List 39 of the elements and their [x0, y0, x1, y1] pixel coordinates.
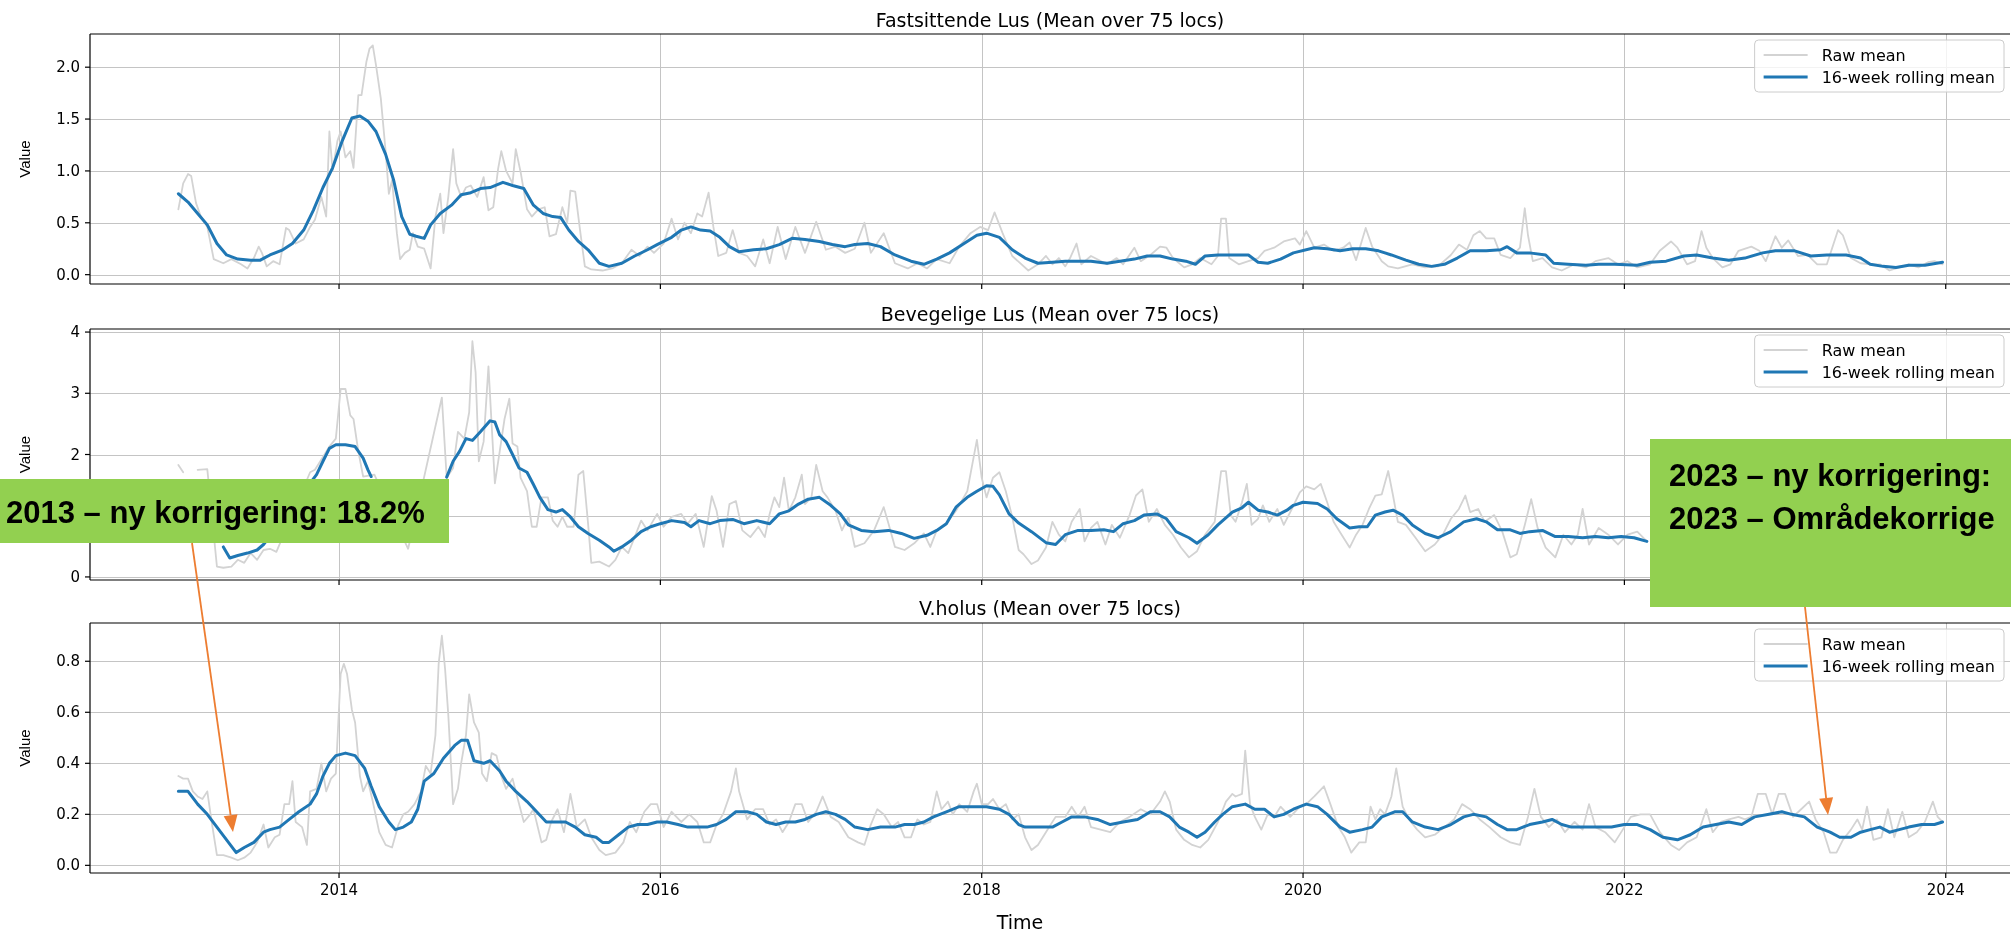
y-tick-label: 3	[70, 384, 80, 403]
y-tick-label: 0	[70, 567, 80, 586]
annotation: 2023 – ny korrigering: 2023 – Områdekorrige	[1669, 458, 1995, 536]
y-axis-title: Value	[16, 435, 33, 474]
x-tick-label: 2016	[641, 881, 680, 899]
x-axis-title: Time	[995, 911, 1044, 933]
x-tick-label: 2022	[1605, 881, 1644, 899]
x-tick-label: 2014	[319, 881, 359, 899]
y-tick-label: 1.5	[56, 110, 80, 129]
y-tick-label: 2	[70, 445, 80, 464]
line-series	[177, 44, 1944, 272]
y-tick-label: 0.2	[56, 805, 80, 824]
y-tick-label: 0.0	[56, 265, 80, 284]
legend-label: 16-week rolling mean	[1821, 362, 1996, 382]
y-tick-label: 2.0	[56, 58, 80, 77]
legend-label: 16-week rolling mean	[1821, 656, 1996, 676]
chart-title: V.holus (Mean over 75 locs)	[918, 597, 1182, 619]
y-tick-label: 4	[70, 323, 80, 342]
y-tick-label: 0.6	[56, 703, 80, 722]
line-series	[177, 634, 1944, 862]
legend-label: 16-week rolling mean	[1821, 67, 1996, 87]
y-tick-label: 0.5	[56, 213, 80, 232]
chart-title: Bevegelige Lus (Mean over 75 locs)	[880, 303, 1220, 325]
legend-label: Raw mean	[1821, 340, 1906, 360]
y-tick-label: 0.4	[56, 754, 80, 773]
line-series	[176, 738, 1945, 855]
y-tick-label: 0.8	[56, 652, 80, 671]
y-tick-label: 0.0	[56, 856, 80, 875]
annotation: 2013 – ny korrigering: 18.2%	[6, 495, 425, 530]
y-tick-label: 1.0	[56, 161, 80, 180]
y-axis-title: Value	[16, 729, 33, 767]
x-tick-label: 2020	[1283, 881, 1323, 899]
legend-label: Raw mean	[1821, 45, 1906, 65]
y-axis-title: Value	[16, 140, 33, 178]
legend-label: Raw mean	[1821, 634, 1906, 654]
x-tick-label: 2024	[1926, 881, 1965, 899]
chart-title: Fastsittende Lus (Mean over 75 locs)	[875, 9, 1225, 31]
line-series	[176, 114, 1945, 269]
x-tick-label: 2018	[962, 881, 1001, 899]
